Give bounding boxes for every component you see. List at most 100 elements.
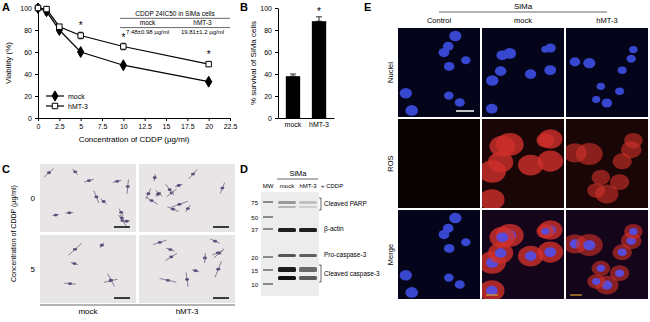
cell-body [120,217,124,220]
legend: mockhMT-3 [46,91,88,110]
marker [206,61,211,66]
cell-body [87,179,91,182]
protein-band [278,276,296,280]
cell-body [146,192,150,195]
nucleus [570,57,581,66]
protein-band [299,276,317,280]
protein-band [299,201,317,204]
cell-body [203,257,207,260]
fluorescence-image [482,28,564,117]
lane-label: hMT-3 [299,183,317,189]
nucleus [405,105,418,116]
fluorescence-image [482,210,564,299]
protein-band [299,254,317,257]
tick-mark [35,30,38,31]
cell-body [119,211,123,214]
tick-mark [59,118,60,121]
ros-signal [536,133,554,147]
cell-body [67,211,71,214]
ros-signal [576,143,603,165]
table-cell: 19.81±1.2 µg/ml [181,29,224,35]
significance-mark: * [79,20,83,31]
cell-body [115,180,119,183]
image-background [566,28,648,117]
micrograph [40,164,136,232]
tick-label: 20 [264,93,272,100]
tick-label: 20 [205,123,213,130]
band-label: Cleaved PARP [324,200,367,207]
cell-body [94,196,98,199]
tick-label: 20 [24,93,32,100]
y-tick: 80 [24,27,38,34]
image-background [566,210,648,299]
panel-label: B [240,1,248,13]
cell-process [166,253,177,260]
axis-line [39,118,231,119]
cell-body [216,268,220,271]
cell-body [73,248,77,251]
band-label: β-actin [324,225,344,233]
nucleus [455,280,465,289]
fluorescence-image [398,210,480,299]
cell-body [47,171,51,174]
bar [312,21,326,118]
error-bar [79,32,83,39]
error-bar [290,74,296,76]
panel-d: DSiMaMWmockhMT-3+ CDDP755037201510Cleave… [240,163,380,296]
tick-label: 0 [268,115,272,122]
scale-bar [213,226,229,228]
tick-label: 10 [120,123,128,130]
nucleus [544,65,556,75]
ros-signal [482,189,505,208]
legend-label: mock [68,93,85,100]
x-tick: 17.5 [181,118,195,130]
tick-mark [275,8,278,9]
ladder-band [263,216,273,218]
cell-body [125,220,129,223]
cell-process [175,184,183,187]
ros-signal [612,153,631,169]
tick-label: 0 [28,115,32,122]
tick-label: 7.5 [98,123,108,130]
cell-process [113,180,122,182]
nucleus [496,50,508,60]
micrograph [40,235,136,303]
cell-process [153,240,166,244]
cell-process [171,201,188,207]
cell-process [156,192,160,197]
cell-body [168,188,172,191]
x-axis: mockhMT-3 [279,118,335,128]
nucleus [405,287,418,298]
y-tick: 60 [24,49,38,56]
tick-mark [275,74,278,75]
ladder-band [263,269,273,271]
protein-band [278,254,296,257]
ros-signal [587,183,605,198]
nucleus [602,99,613,108]
band-label: Cleaved caspase-3 [324,270,380,278]
bracket [319,198,321,210]
fluorescence-image [398,119,480,208]
cell-process [84,179,94,182]
nucleus [444,92,454,100]
ladder-band [263,201,273,203]
cell-process [189,169,198,179]
mw-label: 20 [251,255,258,261]
scale-bar [114,297,130,299]
cell-process [71,262,78,264]
cell-process [100,243,104,248]
scale-bar [456,110,474,112]
nucleus [592,96,600,103]
axis-line [278,9,279,119]
band-label: Pro-caspase-3 [324,251,367,259]
tick-label: 15 [163,123,171,130]
error-bar [316,17,322,21]
nucleus [618,67,627,75]
column-label: mock [514,16,532,25]
ros-signal [612,244,631,260]
cell-body [166,279,170,282]
cell-body [158,241,162,244]
tick-mark [35,118,38,119]
nucleus [444,244,455,253]
nucleus [583,240,595,250]
